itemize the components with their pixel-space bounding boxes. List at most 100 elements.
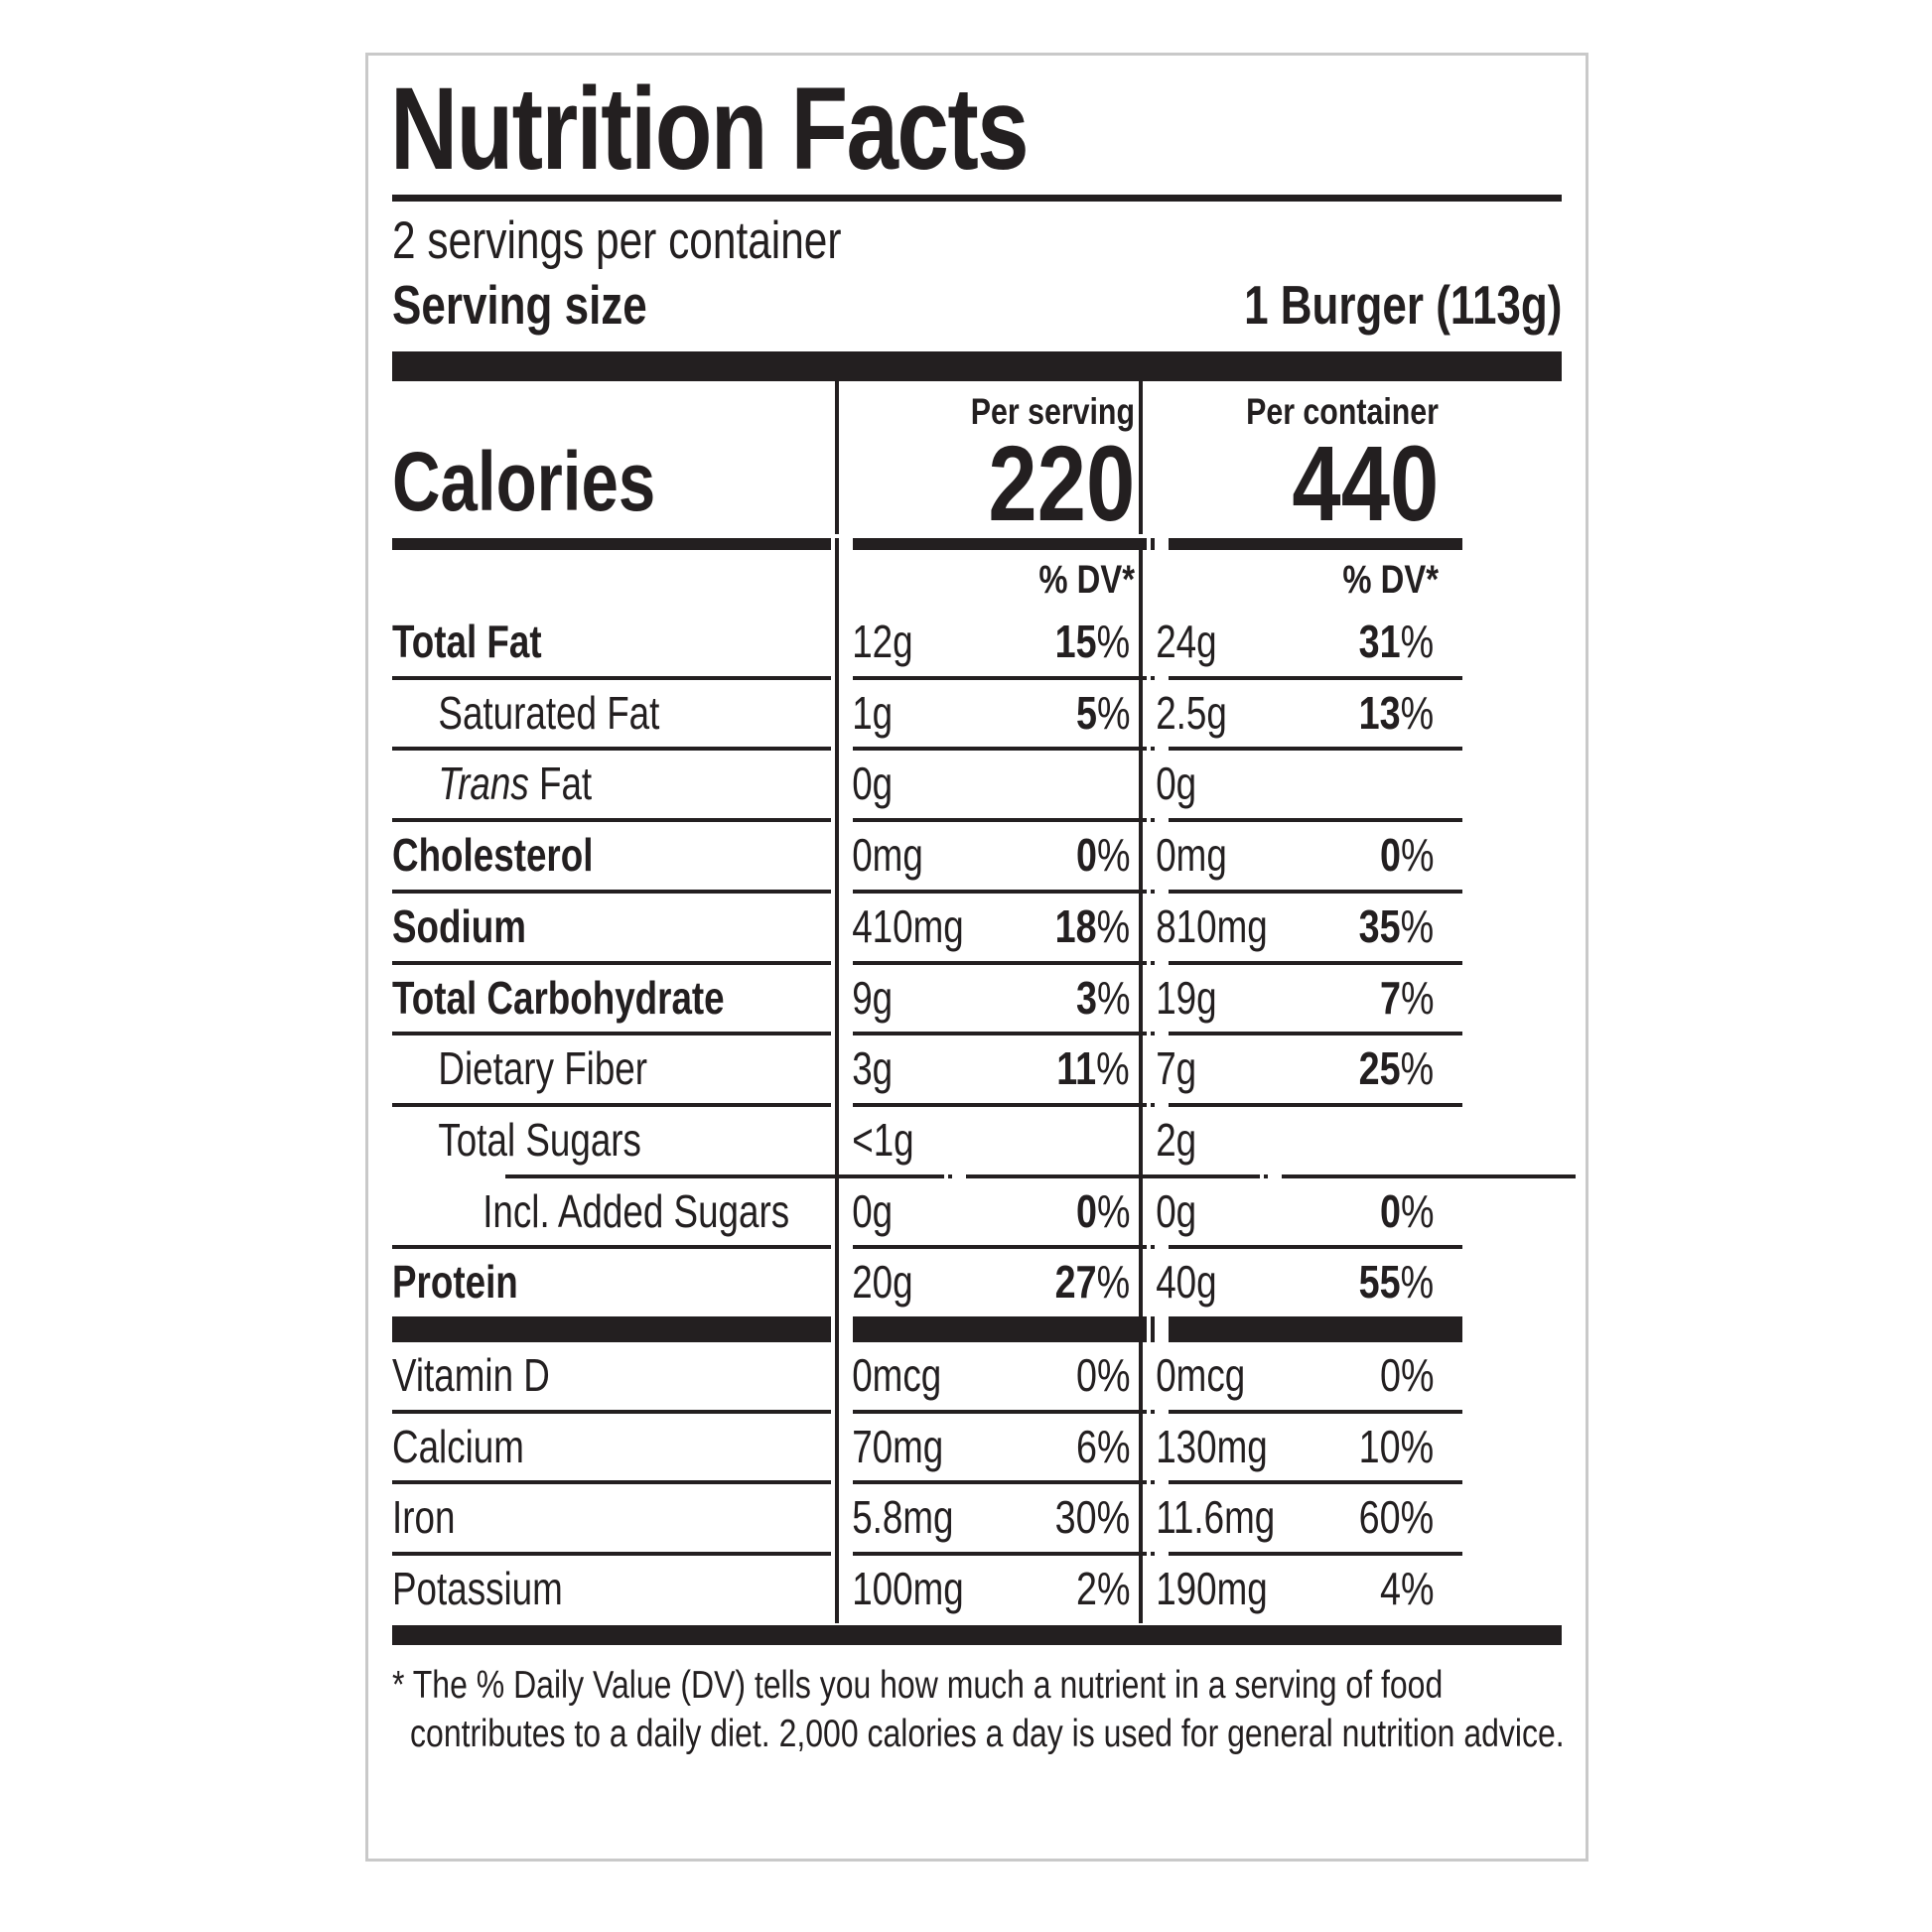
protein-thick-bar-row xyxy=(392,1315,1562,1342)
row-divider-line xyxy=(1169,675,1462,680)
column-divider-34 xyxy=(835,889,839,894)
page-title: Nutrition Facts xyxy=(390,64,1030,195)
nutrient-serving-dv: 6% xyxy=(1075,1420,1131,1472)
daily-value-footnote: * The % Daily Value (DV) tells you how m… xyxy=(392,1663,1565,1755)
column-divider-1 xyxy=(835,380,839,433)
row-divider-line xyxy=(853,1032,1147,1036)
row-divider-line xyxy=(853,1480,1147,1485)
column-divider-23 xyxy=(1151,675,1155,680)
column-divider-9 xyxy=(835,1315,839,1342)
column-divider-55 xyxy=(1151,1245,1155,1250)
column-divider-59 xyxy=(1139,1341,1143,1410)
nutrient-serving-amount: 5.8mg xyxy=(852,1491,954,1544)
column-divider-54 xyxy=(835,1245,839,1250)
table-row: Total Carbohydrate 9g 3% 19g 7% xyxy=(392,964,1562,1033)
row-divider-line xyxy=(1282,1173,1576,1178)
nutrient-name: Trans Fat xyxy=(438,758,593,810)
nutrient-container-dv: 7% xyxy=(1379,971,1435,1024)
row-divider xyxy=(392,960,1562,965)
nutrient-serving-amount: 0mg xyxy=(852,829,923,882)
nutrient-serving-dv: 2% xyxy=(1075,1562,1131,1614)
nutrient-container-amount: 2g xyxy=(1156,1113,1197,1166)
row-divider-line xyxy=(853,818,1147,823)
nutrient-name: Calcium xyxy=(392,1420,524,1472)
column-header-per-container: Per container xyxy=(1246,390,1439,432)
nutrient-serving-dv: 11% xyxy=(1056,1042,1131,1095)
nutrient-serving-amount: 9g xyxy=(852,971,894,1024)
nutrient-container-dv: 35% xyxy=(1358,899,1435,952)
column-divider-53 xyxy=(1139,1177,1143,1246)
nutrient-name: Total Fat xyxy=(392,616,542,668)
nutrient-container-dv xyxy=(1434,800,1439,818)
nutrient-serving-amount: 100mg xyxy=(852,1562,964,1614)
nutrient-serving-dv: 0% xyxy=(1075,1184,1131,1237)
column-divider-50 xyxy=(948,1173,952,1178)
column-divider-46 xyxy=(835,1102,839,1107)
calories-label: Calories xyxy=(392,435,656,529)
table-row: Dietary Fiber 3g 11% 7g 25% xyxy=(392,1035,1562,1103)
nutrient-serving-amount: 1g xyxy=(852,686,894,739)
column-divider-28 xyxy=(835,751,839,819)
table-row: Iron 5.8mg 30% 11.6mg 60% xyxy=(392,1484,1562,1552)
nutrient-container-dv: 25% xyxy=(1358,1042,1435,1095)
nutrient-serving-amount: 0mcg xyxy=(852,1348,942,1401)
title-divider xyxy=(392,195,1562,203)
row-divider-line xyxy=(1169,960,1462,965)
column-divider-63 xyxy=(1139,1413,1143,1481)
nutrient-serving-amount: 20g xyxy=(852,1256,913,1309)
column-divider-29 xyxy=(1139,751,1143,819)
calories-per-serving-value: 220 xyxy=(988,422,1135,543)
row-divider xyxy=(392,818,1562,823)
column-divider-65 xyxy=(1151,1480,1155,1485)
column-divider-20 xyxy=(835,609,839,676)
nutrient-container-dv: 4% xyxy=(1379,1562,1435,1614)
nutrient-serving-amount: 0g xyxy=(852,758,894,810)
nutrient-container-amount: 810mg xyxy=(1156,899,1268,952)
nutrient-container-amount: 0mcg xyxy=(1156,1348,1246,1401)
column-divider-38 xyxy=(835,960,839,965)
column-divider-69 xyxy=(1151,1551,1155,1556)
row-divider-line xyxy=(853,1409,1147,1414)
nutrient-serving-dv: 5% xyxy=(1075,686,1131,739)
nutrient-container-amount: 190mg xyxy=(1156,1562,1268,1614)
row-divider xyxy=(392,1102,1562,1107)
row-divider-line xyxy=(392,1480,831,1485)
column-divider-3 xyxy=(835,432,839,535)
nutrient-container-dv: 55% xyxy=(1358,1256,1435,1309)
nutrient-name: Sodium xyxy=(392,899,526,952)
row-divider-line xyxy=(1169,1245,1462,1250)
row-divider-line xyxy=(853,675,1147,680)
nutrient-serving-dv: 30% xyxy=(1054,1491,1131,1544)
column-divider-24 xyxy=(835,679,839,748)
column-divider-48 xyxy=(835,1106,839,1174)
column-divider-66 xyxy=(835,1484,839,1552)
nutrient-serving-amount: 70mg xyxy=(852,1420,944,1472)
nutrient-name: Potassium xyxy=(392,1562,563,1614)
table-row: Vitamin D 0mcg 0% 0mcg 0% xyxy=(392,1341,1562,1410)
column-header-per-serving: Per serving xyxy=(970,390,1135,432)
nutrient-name: Dietary Fiber xyxy=(438,1042,648,1095)
nutrient-name: Vitamin D xyxy=(392,1348,550,1401)
column-divider-47 xyxy=(1151,1102,1155,1107)
column-divider-51 xyxy=(1264,1173,1268,1178)
row-divider-line xyxy=(853,747,1147,752)
nutrient-table: Total Fat 12g 15% 24g 31% Saturated Fat 1g 5% 2.… xyxy=(392,609,1576,1316)
row-divider-line xyxy=(853,1551,1147,1556)
nutrient-container-amount: 130mg xyxy=(1156,1420,1268,1472)
column-divider-58 xyxy=(835,1341,839,1410)
nutrient-container-dv: 10% xyxy=(1358,1420,1435,1472)
nutrient-serving-amount: 3g xyxy=(852,1042,894,1095)
nutrient-serving-amount: <1g xyxy=(852,1113,914,1166)
column-divider-44 xyxy=(835,1035,839,1103)
dv-header-serving: % DV* xyxy=(1038,558,1135,603)
footnote-thick-bar xyxy=(392,1624,1562,1645)
nutrient-serving-dv: 18% xyxy=(1054,899,1131,952)
column-divider-6 xyxy=(1151,538,1155,551)
column-divider-40 xyxy=(835,964,839,1033)
table-row: Protein 20g 27% 40g 55% xyxy=(392,1249,1562,1316)
calories-divider-serving xyxy=(853,538,1147,551)
nutrient-name: Incl. Added Sugars xyxy=(483,1184,790,1237)
row-divider-line xyxy=(392,1245,831,1250)
calories-divider-name xyxy=(392,538,831,551)
